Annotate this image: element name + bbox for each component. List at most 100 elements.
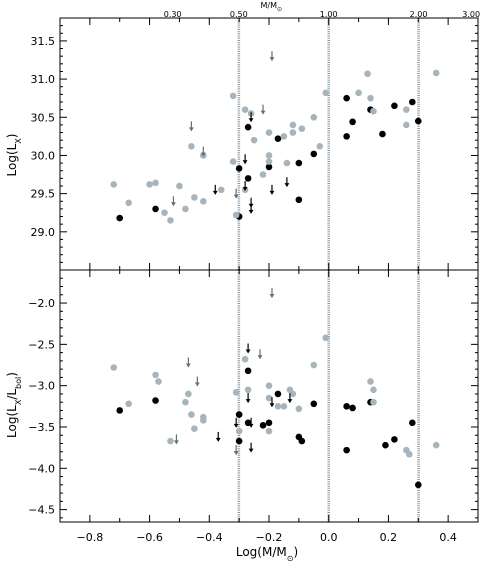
- top-gray-circle-point: [265, 158, 273, 165]
- top-black-arrow-upper-limit: [242, 181, 248, 191]
- top-black-arrow-upper-limit: [212, 184, 218, 195]
- bottom-y-tick-label: −3.0: [28, 380, 55, 393]
- bottom-gray-circle-point: [265, 427, 273, 435]
- top-gray-circle-point: [191, 194, 198, 201]
- bottom-gray-circle-point: [367, 378, 374, 385]
- bottom-gray-circle-point: [295, 405, 303, 413]
- top-panel: 29.0 29.5 30.0 30.5 31.0 31.5: [31, 17, 479, 271]
- top-gray-circle-point: [167, 217, 174, 224]
- bottom-black-circle-point: [391, 436, 398, 443]
- top-gray-circle-point: [217, 186, 225, 194]
- top-axis-label: M/M: [261, 1, 278, 10]
- top-y-tick-label: 30.0: [31, 149, 56, 162]
- top-gray-circle-point: [403, 106, 410, 113]
- top-gray-circle-point: [229, 92, 237, 100]
- x-tick-label: 0.4: [439, 531, 457, 544]
- bottom-gray-circle-point: [232, 388, 240, 396]
- top-gray-circle-point: [310, 113, 318, 121]
- bottom-gray-arrow-upper-limit: [185, 357, 191, 368]
- top-black-circle-point: [116, 214, 124, 222]
- top-black-circle-point: [295, 159, 303, 167]
- bottom-y-tick-label: −3.5: [28, 421, 55, 434]
- bottom-black-arrow-upper-limit: [215, 431, 221, 442]
- top-black-circle-point: [274, 135, 282, 142]
- x-tick-label: 0.2: [380, 531, 398, 544]
- bottom-black-circle-point: [259, 422, 267, 429]
- top-gray-circle-point: [232, 211, 240, 219]
- top-gray-circle-point: [146, 181, 153, 188]
- top-axis-label-sub: ⊙: [277, 6, 282, 13]
- top-y-tick-label: 29.5: [31, 188, 56, 201]
- bottom-ylabel: Log(LX/Lbol): [5, 372, 23, 438]
- bottom-black-circle-point: [409, 419, 416, 427]
- top-y-tick-label: 31.5: [31, 35, 56, 48]
- top-black-circle-point: [152, 205, 159, 213]
- bottom-gray-circle-point: [370, 386, 377, 394]
- bottom-gray-circle-point: [244, 386, 252, 394]
- top-y-tick-label: 30.5: [31, 111, 56, 124]
- x-tick-label: −0.8: [76, 531, 103, 544]
- top-black-arrow-upper-limit: [269, 184, 275, 195]
- bottom-gray-arrow-upper-limit: [269, 288, 275, 299]
- top-black-arrow-upper-limit: [284, 177, 290, 188]
- bottom-gray-circle-point: [152, 371, 159, 379]
- bottom-black-arrow-upper-limit: [287, 393, 293, 404]
- bottom-gray-circle-point: [432, 441, 440, 449]
- top-gray-circle-point: [265, 129, 273, 136]
- bottom-black-circle-point: [298, 437, 306, 445]
- top-gray-arrow-upper-limit: [200, 146, 206, 157]
- top-gray-circle-point: [176, 182, 183, 190]
- bottom-gray-circle-point: [265, 382, 273, 389]
- bottom-gray-circle-point: [110, 364, 118, 371]
- bottom-gray-arrow-upper-limit: [174, 434, 179, 445]
- top-gray-circle-point: [250, 136, 258, 144]
- top-gray-circle-point: [367, 94, 374, 102]
- top-gray-circle-point: [370, 107, 377, 115]
- bottom-gray-circle-point: [289, 390, 297, 398]
- top-gray-circle-point: [355, 89, 362, 97]
- bottom-black-circle-point: [343, 403, 350, 410]
- bottom-black-circle-point: [349, 404, 356, 412]
- top-axis-tick-label: 2.00: [410, 10, 428, 19]
- bottom-y-tick-label: −2.5: [28, 338, 55, 351]
- bottom-black-arrow-upper-limit: [233, 417, 239, 428]
- bottom-gray-circle-point: [191, 425, 198, 432]
- top-gray-circle-point: [298, 125, 306, 133]
- top-black-circle-point: [265, 163, 273, 171]
- top-ylabel-sub: X: [14, 138, 23, 144]
- x-tick-label: 0.0: [320, 531, 338, 544]
- top-black-arrow-upper-limit: [248, 203, 254, 214]
- top-gray-circle-point: [403, 121, 410, 129]
- bottom-gray-circle-point: [370, 398, 377, 406]
- top-gray-circle-point: [280, 133, 288, 140]
- top-gray-circle-point: [152, 179, 159, 187]
- bottom-black-circle-point: [152, 397, 159, 404]
- bottom-gray-circle-point: [182, 398, 189, 406]
- bottom-black-arrow-upper-limit: [269, 397, 275, 408]
- bottom-black-arrow-upper-limit: [245, 343, 251, 354]
- top-black-circle-point: [349, 118, 356, 126]
- top-black-arrow-upper-limit: [242, 154, 248, 165]
- bottom-gray-circle-point: [322, 334, 330, 342]
- top-black-circle-point: [391, 102, 398, 110]
- bottom-gray-circle-point: [280, 403, 288, 410]
- top-black-circle-point: [310, 150, 318, 158]
- bottom-black-arrow-upper-limit: [245, 393, 251, 404]
- top-gray-arrow-upper-limit: [188, 121, 194, 132]
- bottom-gray-circle-point: [265, 394, 273, 402]
- bottom-gray-circle-point: [200, 417, 207, 424]
- top-y-tick-label: 29.0: [31, 226, 56, 239]
- top-black-circle-point: [295, 196, 303, 204]
- top-black-circle-point: [343, 133, 350, 140]
- bottom-gray-arrow-upper-limit: [194, 376, 200, 387]
- top-gray-circle-point: [259, 171, 267, 178]
- top-axis-tick-label: 0.50: [230, 10, 248, 19]
- top-gray-circle-point: [229, 158, 237, 165]
- top-gray-circle-point: [125, 199, 132, 207]
- bottom-black-circle-point: [235, 411, 243, 418]
- top-gray-arrow-upper-limit: [260, 104, 266, 115]
- top-gray-circle-point: [289, 129, 297, 136]
- top-gray-arrow-upper-limit: [269, 51, 275, 62]
- bottom-gray-circle-point: [274, 403, 282, 410]
